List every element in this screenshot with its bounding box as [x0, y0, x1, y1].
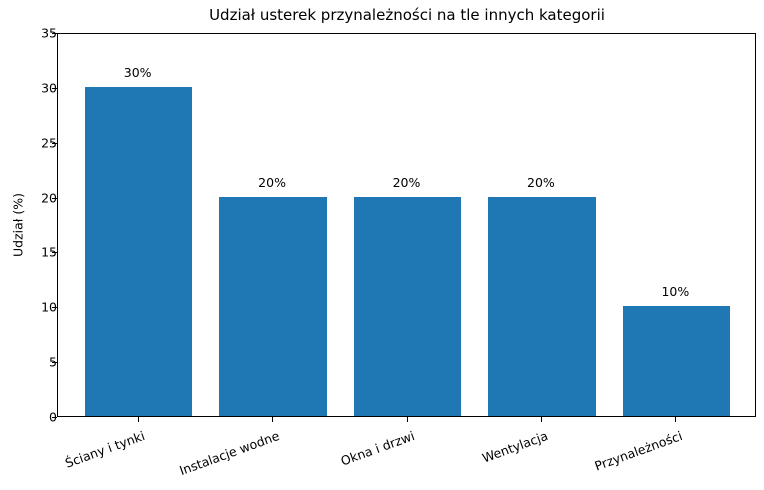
y-tick-label: 10: [41, 299, 57, 315]
y-tick-label: 35: [41, 25, 57, 41]
x-tick: [675, 417, 677, 422]
bar: [488, 196, 596, 416]
x-tick: [137, 417, 139, 422]
x-tick-label: Instalacje wodne: [177, 428, 282, 479]
y-axis-label: Udział (%): [10, 193, 26, 257]
x-tick: [272, 417, 274, 422]
y-tick-label: 5: [49, 354, 57, 370]
x-tick-label: Okna i drzwi: [338, 428, 417, 469]
x-tick-label: Przynależności: [592, 428, 685, 474]
y-tick: [52, 307, 57, 309]
y-tick: [52, 33, 57, 34]
x-tick-label: Ściany i tynki: [62, 428, 147, 471]
x-tick: [540, 417, 542, 422]
y-tick-label: 30: [41, 80, 57, 96]
bar: [84, 86, 193, 416]
bar-value-label: 20%: [527, 174, 555, 190]
y-tick-label: 20: [41, 190, 57, 206]
y-tick: [52, 142, 57, 144]
y-tick: [52, 417, 57, 418]
y-tick-label: 25: [41, 135, 57, 151]
chart-title: Udział usterek przynależności na tle inn…: [209, 6, 605, 24]
bar-value-label: 10%: [661, 284, 690, 300]
bar-value-label: 20%: [258, 174, 286, 190]
y-tick: [52, 362, 57, 364]
x-tick-label: Wentylacja: [480, 428, 550, 466]
y-tick: [52, 197, 57, 199]
bar: [219, 196, 327, 416]
bar-value-label: 30%: [123, 64, 152, 80]
y-tick: [52, 252, 57, 254]
x-tick: [406, 417, 408, 422]
plot-area: [57, 33, 756, 417]
bar-value-label: 20%: [392, 174, 421, 190]
bar: [353, 196, 462, 416]
y-tick: [52, 87, 57, 89]
y-tick-label: 0: [49, 409, 57, 425]
bar: [622, 306, 731, 416]
y-tick-label: 15: [41, 244, 57, 260]
